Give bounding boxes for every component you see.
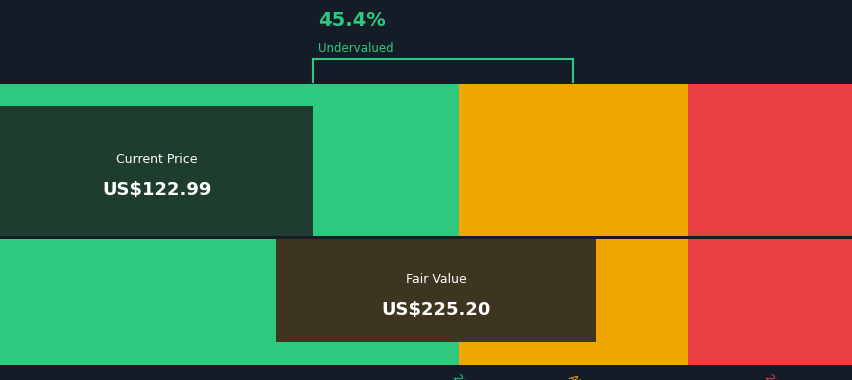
Text: Fair Value: Fair Value: [405, 273, 466, 286]
Bar: [458, 239, 688, 342]
Bar: [0, 106, 313, 236]
Bar: [0, 106, 458, 236]
Bar: [0, 84, 458, 106]
Bar: [0, 342, 458, 365]
Text: 20% Overvalued: 20% Overvalued: [763, 372, 835, 380]
Text: US$225.20: US$225.20: [381, 301, 490, 319]
Text: US$122.99: US$122.99: [101, 181, 211, 199]
Text: Undervalued: Undervalued: [318, 42, 394, 55]
Bar: [0, 239, 458, 342]
Bar: [458, 106, 688, 236]
Text: About Right: About Right: [566, 372, 619, 380]
Bar: [688, 239, 852, 342]
Text: 20% Undervalued: 20% Undervalued: [452, 372, 528, 380]
Text: 45.4%: 45.4%: [318, 11, 386, 30]
Bar: [688, 342, 852, 365]
Bar: [458, 342, 688, 365]
Bar: [688, 106, 852, 236]
Bar: [688, 84, 852, 106]
Text: Current Price: Current Price: [116, 153, 197, 166]
Bar: [275, 239, 596, 342]
Bar: [458, 84, 688, 106]
